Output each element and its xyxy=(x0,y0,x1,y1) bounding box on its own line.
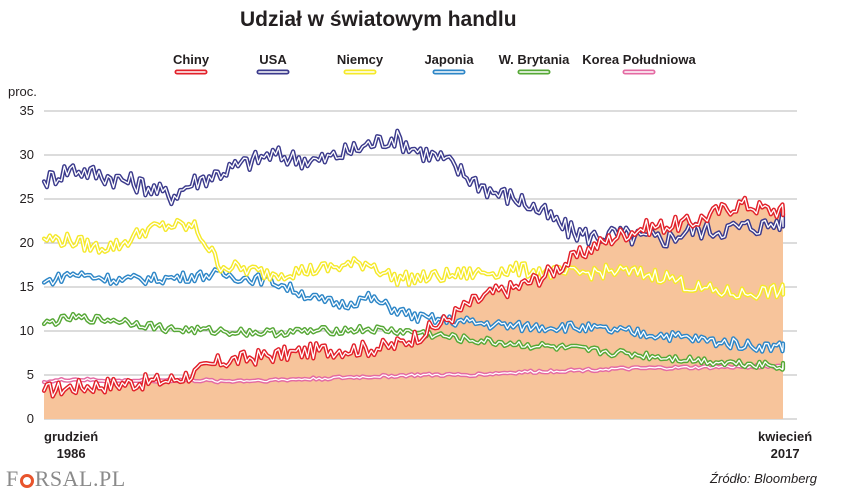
y-tick-label: 5 xyxy=(27,367,34,382)
logo-text-before: F xyxy=(6,466,19,491)
forsal-logo: F RSAL.PL xyxy=(6,466,126,492)
x-end-label: kwiecień 2017 xyxy=(758,428,812,462)
legend-label-2: Niemcy xyxy=(337,52,384,67)
legend-label-3: Japonia xyxy=(424,52,474,67)
series-line-inner-2 xyxy=(43,219,784,300)
y-tick-label: 30 xyxy=(20,147,34,162)
area-fill-0 xyxy=(44,197,783,419)
legend-label-1: USA xyxy=(259,52,287,67)
y-tick-label: 0 xyxy=(27,411,34,426)
x-start-label: grudzień 1986 xyxy=(44,428,98,462)
y-tick-label: 10 xyxy=(20,323,34,338)
x-start-label-line1: grudzień xyxy=(44,429,99,444)
y-tick-label: 15 xyxy=(20,279,34,294)
series-line-inner-3 xyxy=(43,268,784,353)
x-end-label-line2: 2017 xyxy=(770,446,800,461)
series-line-inner-0 xyxy=(43,197,784,398)
x-end-label-line1: kwiecień xyxy=(758,429,813,444)
x-start-label-line2: 1986 xyxy=(56,446,86,461)
y-tick-label: 35 xyxy=(20,103,34,118)
logo-text-after: RSAL.PL xyxy=(34,466,126,491)
series-line-inner-4 xyxy=(43,313,784,371)
y-axis-label: proc. xyxy=(8,84,37,99)
y-tick-label: 20 xyxy=(20,235,34,250)
legend-label-0: Chiny xyxy=(173,52,210,67)
logo-o-mark xyxy=(19,474,34,488)
legend-label-5: Korea Południowa xyxy=(582,52,696,67)
source-note: Źródło: Bloomberg xyxy=(710,471,817,486)
series-line-inner-1 xyxy=(43,130,784,248)
y-tick-label: 25 xyxy=(20,191,34,206)
chart-title: Udział w światowym handlu xyxy=(240,8,517,31)
legend-label-4: W. Brytania xyxy=(499,52,571,67)
